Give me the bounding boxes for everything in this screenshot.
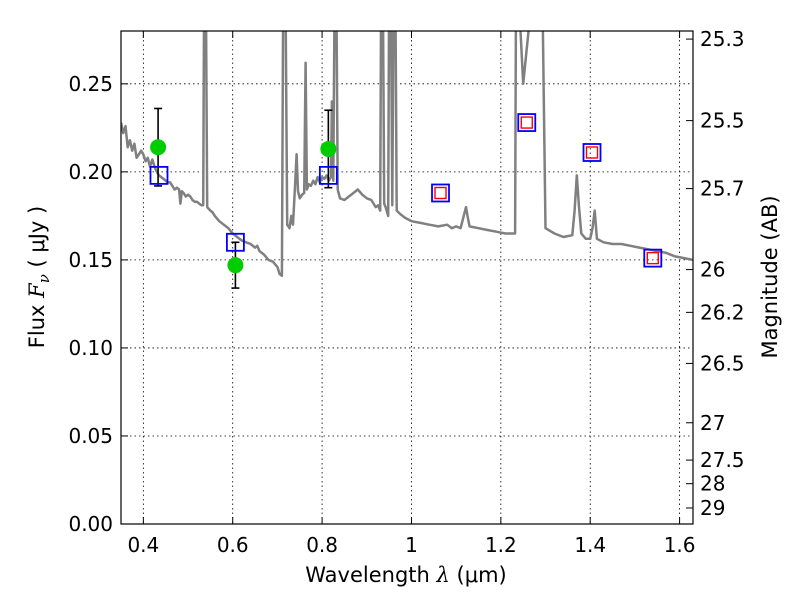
plot-frame bbox=[120, 30, 694, 525]
y-axis: 0.00 0.05 0.10 0.15 0.20 0.25 bbox=[68, 72, 128, 536]
magnitude-tick-label: 26.2 bbox=[700, 300, 745, 324]
observed-marker bbox=[227, 257, 244, 274]
model-square-marker bbox=[225, 232, 245, 252]
x-tick-label: 1.6 bbox=[664, 533, 696, 557]
spectrum-line bbox=[121, 31, 693, 277]
predicted-square-marker bbox=[585, 146, 599, 159]
magnitude-tick-label: 25.3 bbox=[700, 27, 745, 51]
y-tick-label: 0.15 bbox=[68, 248, 113, 272]
y-tick-label: 0.10 bbox=[68, 336, 113, 360]
magnitude-tick-label: 28 bbox=[700, 472, 725, 496]
x-tick-label: 1 bbox=[405, 533, 418, 557]
magnitude-tick-label: 26 bbox=[700, 258, 725, 282]
observed-marker bbox=[150, 139, 167, 156]
magnitude-tick-label: 25.5 bbox=[700, 109, 745, 133]
model-square-marker bbox=[582, 143, 602, 162]
x-axis-title: Wavelength λ (μm) bbox=[305, 563, 506, 587]
model-square-marker bbox=[318, 165, 338, 185]
magnitude-tick-label: 29 bbox=[700, 496, 725, 520]
x-tick-label: 0.8 bbox=[306, 533, 338, 557]
magnitude-tick-label: 27 bbox=[700, 411, 725, 435]
magnitude-tick-label: 26.5 bbox=[700, 351, 745, 375]
y-axis-title: Flux Fν ( μJy ) bbox=[25, 206, 53, 348]
x-tick-label: 0.6 bbox=[217, 533, 249, 557]
x-tick-label: 1.4 bbox=[574, 533, 606, 557]
y-tick-label: 0.25 bbox=[68, 72, 113, 96]
model-square-marker bbox=[517, 113, 537, 132]
y-tick-label: 0.05 bbox=[68, 424, 113, 448]
model-square-marker bbox=[431, 183, 450, 203]
x-tick-label: 0.4 bbox=[127, 533, 159, 557]
x-tick-label: 1.2 bbox=[485, 533, 517, 557]
y-tick-label: 0.20 bbox=[68, 160, 113, 184]
predicted-square-marker bbox=[646, 251, 659, 265]
predicted-square-marker bbox=[520, 116, 533, 129]
model-square-marker bbox=[643, 248, 663, 268]
plot-area bbox=[121, 31, 693, 289]
model-square-marker bbox=[149, 165, 169, 185]
magnitude-axis-title: Magnitude (AB) bbox=[758, 195, 782, 358]
y-tick-label: 0.00 bbox=[68, 512, 113, 536]
predicted-square-marker bbox=[434, 186, 447, 200]
observed-marker bbox=[320, 140, 337, 157]
grid-lines bbox=[121, 31, 693, 525]
x-axis: 0.4 0.6 0.8 1 1.2 1.4 1.6 bbox=[127, 31, 696, 557]
observed-point bbox=[150, 107, 167, 187]
magnitude-tick-label: 27.5 bbox=[700, 448, 745, 472]
magnitude-tick-label: 25.7 bbox=[700, 177, 745, 201]
observed-point bbox=[320, 109, 337, 189]
